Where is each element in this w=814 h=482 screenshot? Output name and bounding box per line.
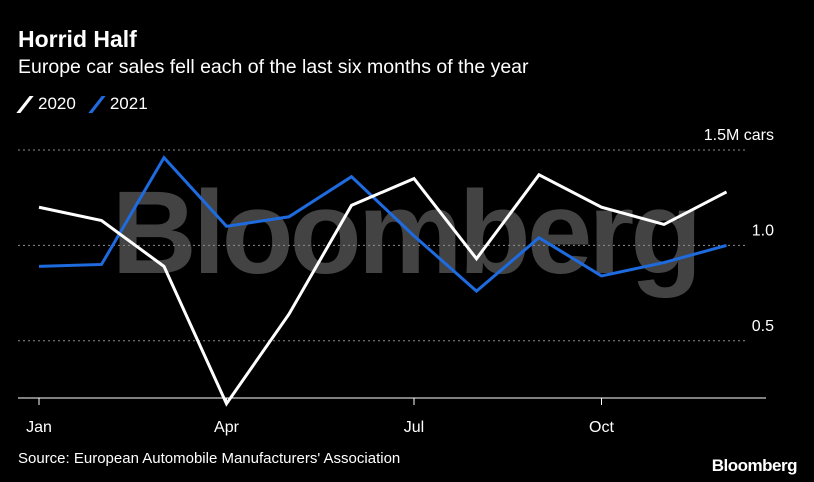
series-line-2020 <box>38 172 728 407</box>
legend-item-2020: 2020 <box>16 94 76 114</box>
y-tick-label: 1.0 <box>752 222 774 239</box>
watermark: Bloomberg <box>112 167 699 299</box>
series-line-2021 <box>38 155 727 294</box>
legend-item-2021: 2021 <box>88 94 148 114</box>
legend-label-2021: 2021 <box>109 94 148 113</box>
legend: 2020 2021 <box>16 94 162 114</box>
x-tick-label: Apr <box>214 419 240 436</box>
bloomberg-logo: Bloomberg <box>711 456 798 475</box>
chart-title: Horrid Half <box>18 26 137 52</box>
chart-subtitle: Europe car sales fell each of the last s… <box>18 56 529 78</box>
source-note: Source: European Automobile Manufacturer… <box>18 450 401 467</box>
y-tick-label: 1.5M cars <box>704 127 774 144</box>
x-tick-label: Jan <box>26 419 52 436</box>
y-tick-label: 0.5 <box>752 318 774 335</box>
x-tick-label: Jul <box>404 419 424 436</box>
legend-label-2020: 2020 <box>38 94 76 113</box>
x-tick-label: Oct <box>589 419 614 436</box>
